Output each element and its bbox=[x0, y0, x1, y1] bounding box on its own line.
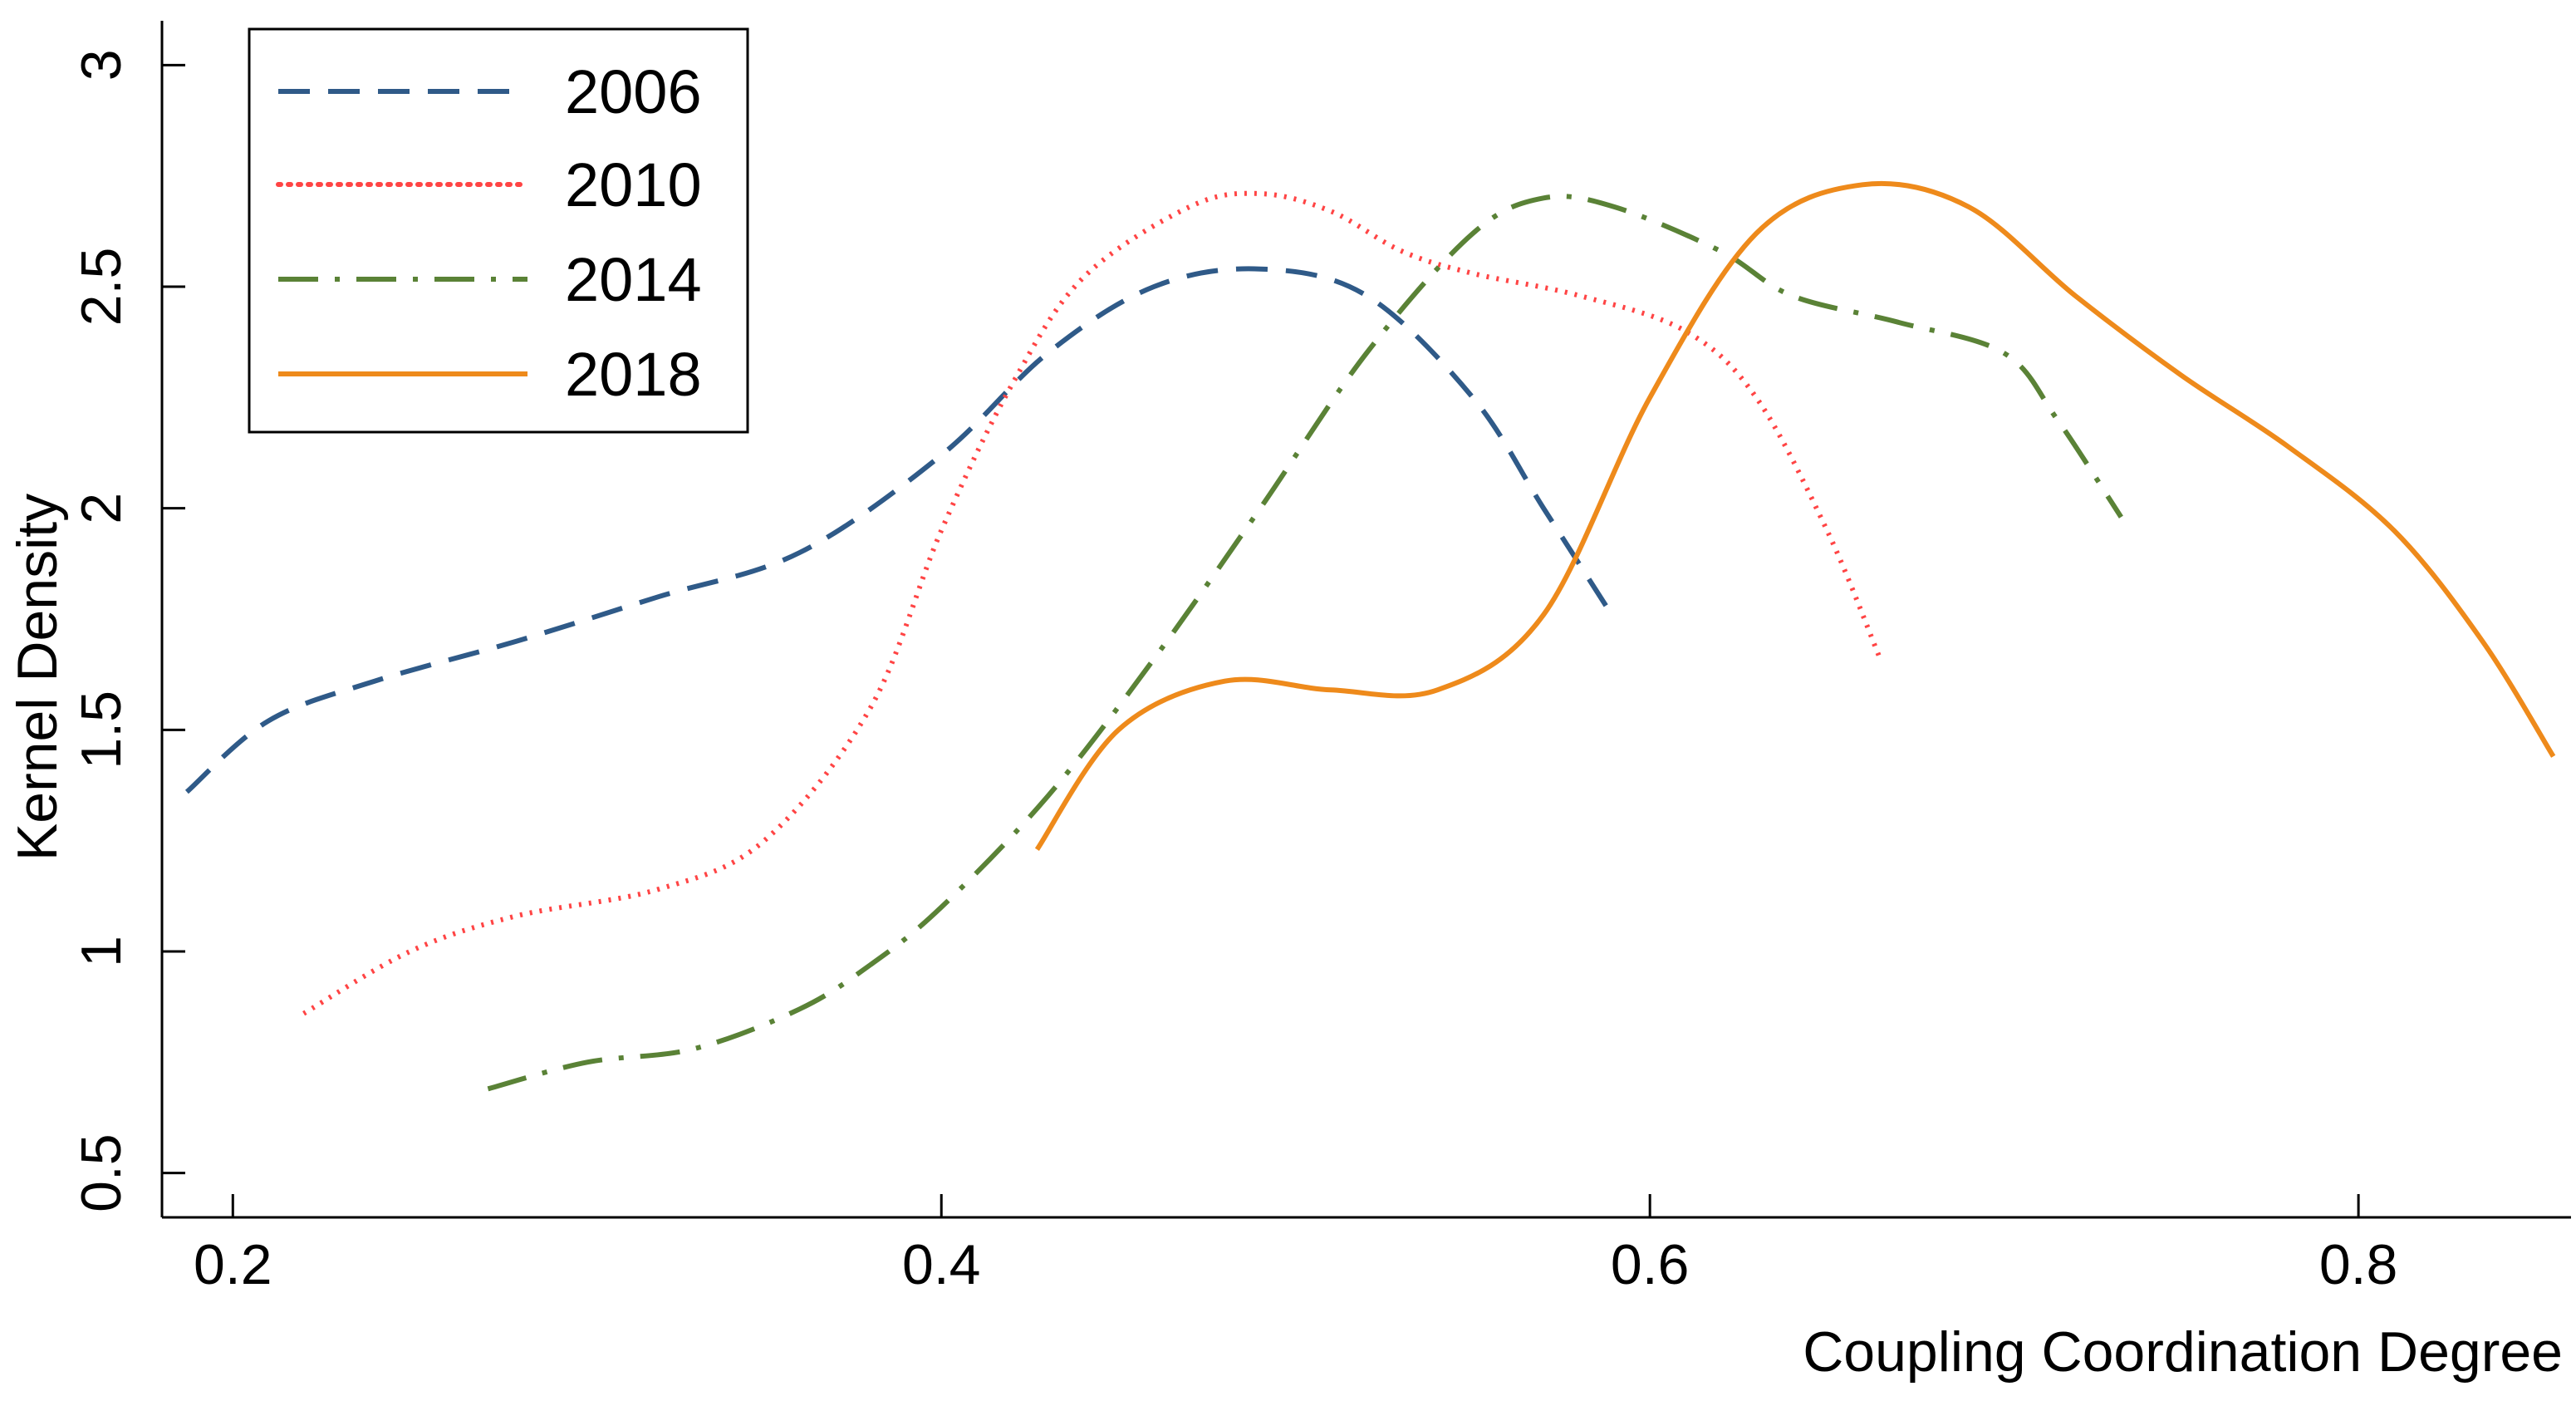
x-tick-label: 0.6 bbox=[1611, 1233, 1690, 1296]
y-axis-label: Kernel Density bbox=[6, 494, 69, 861]
y-tick-label: 3 bbox=[70, 49, 133, 81]
legend-label-2014: 2014 bbox=[565, 245, 702, 314]
x-axis-label: Coupling Coordination Degree bbox=[1803, 1320, 2563, 1384]
x-tick-label: 0.4 bbox=[902, 1233, 981, 1296]
legend-entries: 2006 2010 2014 2018 bbox=[276, 57, 702, 409]
y-tick-label: 2.5 bbox=[70, 248, 133, 327]
x-ticks: 0.2 0.4 0.6 0.8 bbox=[194, 1194, 2397, 1296]
legend: 2006 2010 2014 2018 bbox=[248, 27, 749, 434]
y-tick-label: 2 bbox=[70, 493, 133, 524]
series-line-2014 bbox=[487, 194, 2123, 1092]
y-tick-label: 0.5 bbox=[70, 1133, 133, 1212]
y-ticks: 0.5 1 1.5 2 2.5 3 bbox=[70, 49, 185, 1212]
legend-box bbox=[248, 27, 749, 434]
legend-label-2006: 2006 bbox=[565, 57, 702, 126]
series-line-2018 bbox=[1034, 180, 2556, 851]
x-tick-label: 0.2 bbox=[194, 1233, 272, 1296]
series-line-2006 bbox=[184, 266, 1617, 794]
series-layer bbox=[184, 180, 2556, 1092]
legend-label-2010: 2010 bbox=[565, 150, 702, 219]
axes: 0.2 0.4 0.6 0.8 0.5 1 1.5 2 2.5 3 bbox=[70, 21, 2571, 1296]
legend-label-2018: 2018 bbox=[565, 340, 702, 409]
x-tick-label: 0.8 bbox=[2319, 1233, 2398, 1296]
y-tick-label: 1 bbox=[70, 936, 133, 967]
y-tick-label: 1.5 bbox=[70, 691, 133, 769]
